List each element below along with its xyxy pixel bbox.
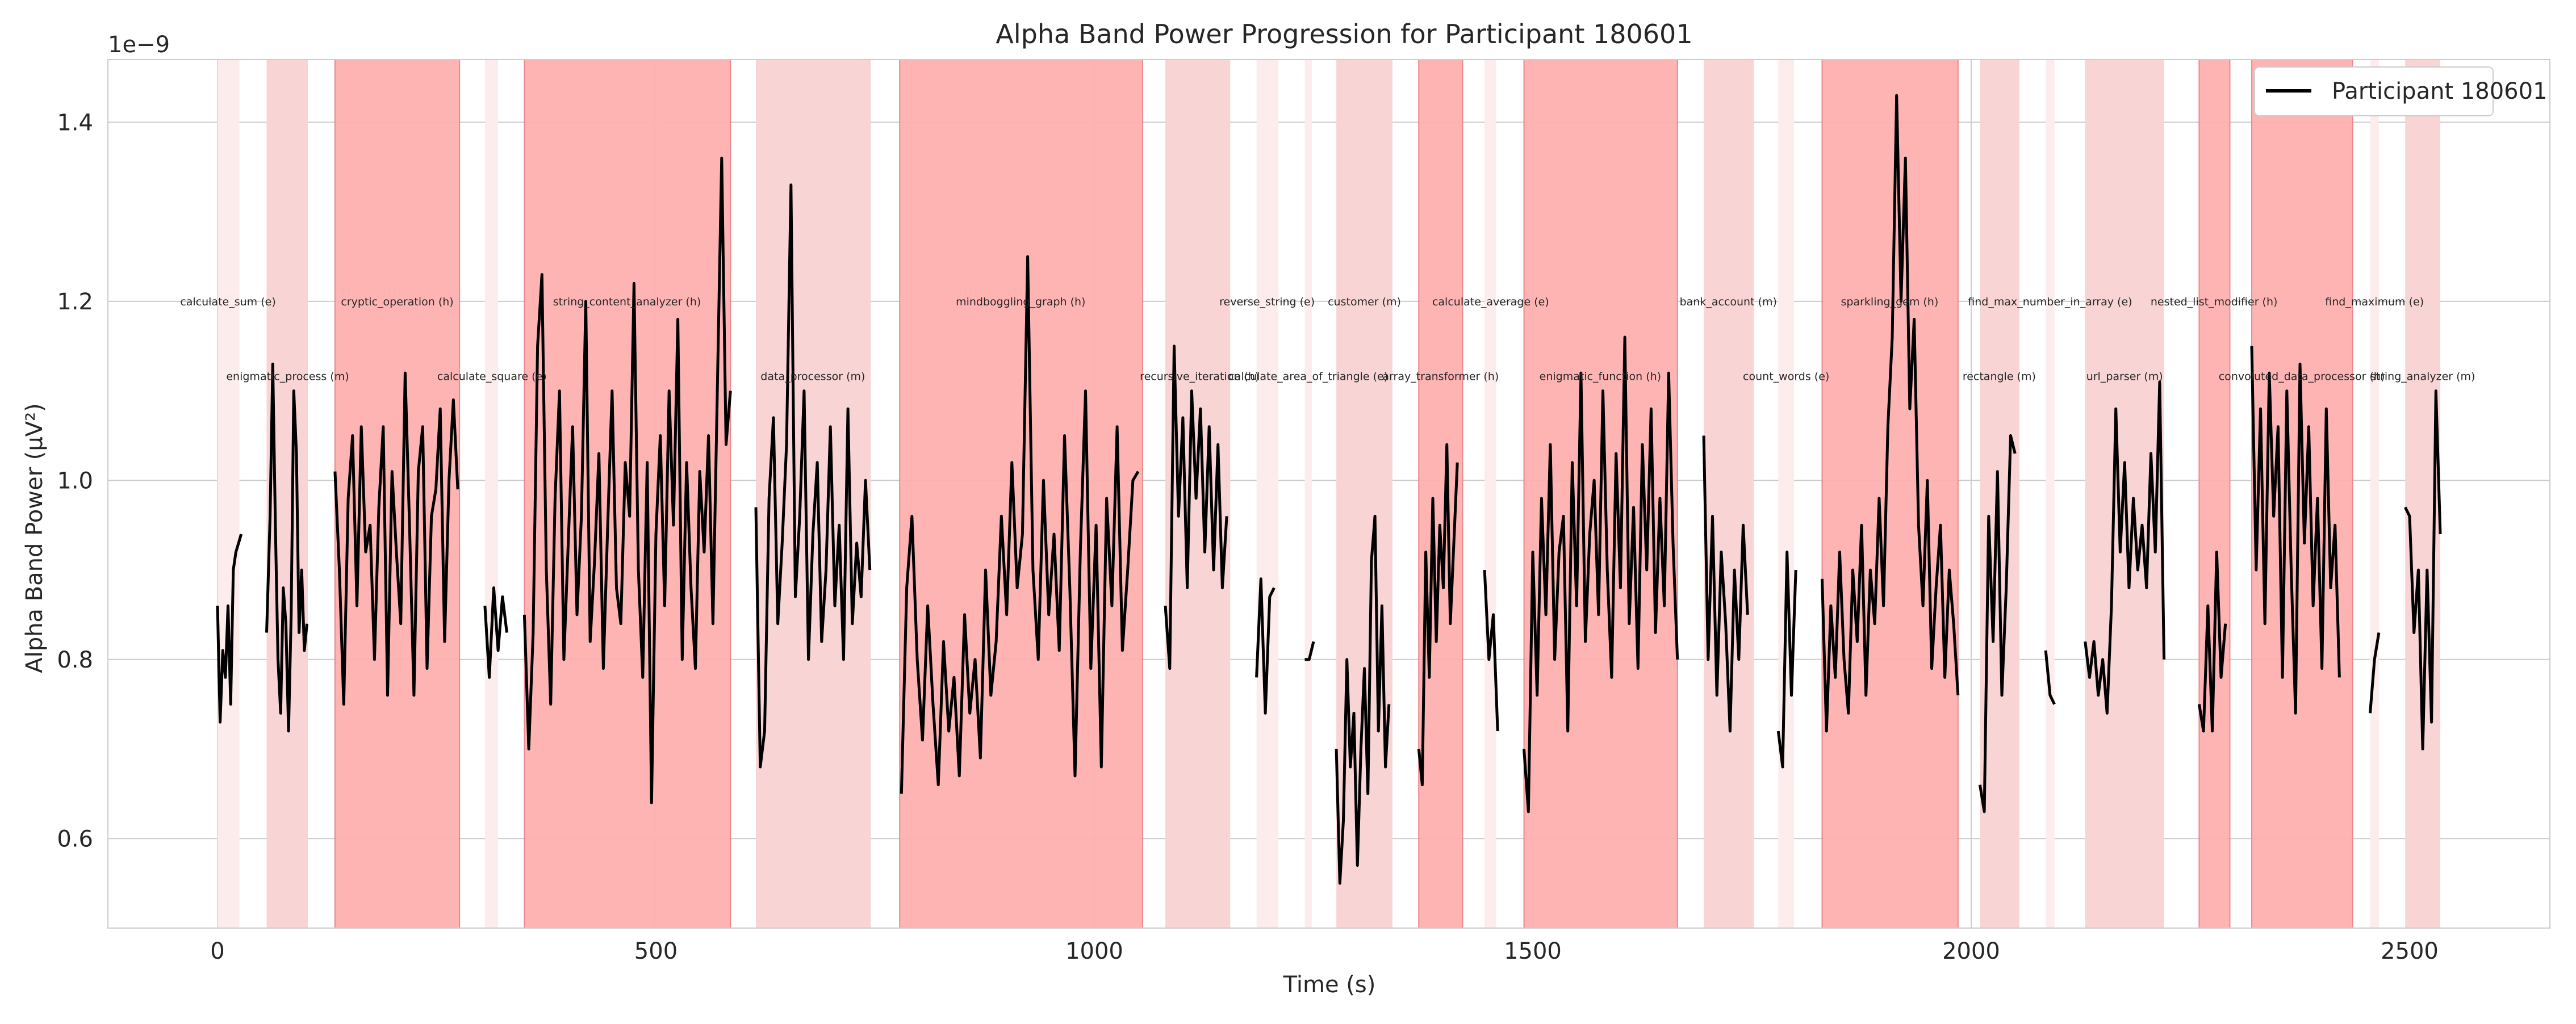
task-region-e: [217, 60, 240, 928]
chart-title: Alpha Band Power Progression for Partici…: [996, 19, 1692, 49]
series-line-segment: [1821, 94, 1960, 733]
task-annotation-label: mindboggling_graph (h): [956, 296, 1085, 308]
task-annotation-label: string_content_analyzer (h): [553, 296, 701, 308]
task-annotation-label: count_words (e): [1743, 371, 1829, 383]
series-line-segment: [522, 157, 732, 804]
y-axis-label: Alpha Band Power (µV²): [22, 403, 48, 673]
task-annotation-label: calculate_area_of_triangle (e): [1228, 371, 1388, 383]
task-annotation-label: enigmatic_process (m): [226, 371, 349, 383]
task-annotation-label: sparkling_gem (h): [1841, 296, 1939, 308]
task-annotation-label: nested_list_modifier (h): [2151, 296, 2278, 308]
y-axis-offset-label: 1e−9: [108, 32, 170, 58]
task-region-m: [1980, 60, 2019, 928]
series-line-segment: [265, 362, 308, 733]
task-annotation-label: recursive_iteration (h): [1140, 371, 1259, 383]
x-tick-label: 500: [634, 938, 678, 964]
task-region-e: [1484, 60, 1496, 928]
series-line-segment: [1417, 443, 1459, 787]
x-tick-label: 2500: [2381, 938, 2439, 964]
series-line-segment: [1335, 514, 1391, 885]
task-region-e: [2370, 60, 2379, 928]
task-region-e: [2046, 60, 2055, 928]
series-line-segment: [333, 371, 459, 706]
task-annotation-label: reverse_string (e): [1219, 296, 1315, 308]
task-region-h: [334, 59, 461, 929]
x-axis-label: Time (s): [1283, 972, 1376, 998]
x-tick-label: 2000: [1942, 938, 2000, 964]
task-region-h: [2198, 59, 2231, 929]
legend: Participant 180601: [2254, 66, 2548, 116]
series-line-segment: [483, 586, 508, 679]
task-region-h: [1821, 59, 1959, 929]
task-annotation-label: string_analyzer (m): [2370, 371, 2475, 383]
task-annotation-label: bank_account (m): [1680, 296, 1777, 308]
y-tick-label: 1.0: [57, 468, 93, 494]
series-line-segment: [1304, 641, 1315, 661]
series-line-segment: [2403, 389, 2442, 750]
series-line-segment: [216, 534, 243, 724]
series-line-segment: [2084, 380, 2166, 715]
series-line-segment: [2250, 346, 2341, 715]
task-annotation-label: calculate_square (e): [437, 371, 547, 383]
task-region-m: [1336, 60, 1392, 928]
series-line-segment: [900, 255, 1140, 794]
task-region-m: [756, 60, 871, 928]
series-line-segment: [1164, 345, 1228, 670]
legend-label: Participant 180601: [2332, 78, 2548, 104]
y-tick-label: 1.4: [57, 110, 93, 136]
series-line-segment: [2197, 551, 2227, 733]
y-tick-label: 0.6: [57, 826, 93, 852]
task-region-m: [1704, 60, 1754, 928]
plot-area: [108, 60, 2550, 928]
task-annotation-label: enigmatic_function (h): [1540, 371, 1661, 383]
task-region-e: [1304, 60, 1312, 928]
task-annotation-label: find_max_number_in_array (e): [1968, 296, 2132, 308]
x-tick-label: 1000: [1065, 938, 1123, 964]
task-region-e: [1256, 60, 1279, 928]
series-line-segment: [1978, 434, 2017, 813]
series-line-segment: [1776, 551, 1797, 769]
task-annotation-label: url_parser (m): [2086, 371, 2163, 383]
y-tick-label: 0.8: [57, 647, 93, 673]
task-annotation-label: calculate_sum (e): [180, 296, 275, 308]
y-tick-label: 1.2: [57, 289, 93, 315]
series-line-segment: [1255, 577, 1276, 715]
legend-box: [2254, 66, 2494, 116]
task-annotation-label: customer (m): [1328, 296, 1401, 308]
x-tick-label: 0: [210, 938, 224, 964]
task-annotation-label: find_maximum (e): [2325, 296, 2424, 308]
task-annotation-label: calculate_average (e): [1432, 296, 1549, 308]
task-annotation-label: data_processor (m): [760, 371, 865, 383]
series-line-segment: [1523, 335, 1679, 813]
task-region-h: [899, 59, 1143, 929]
series-line-segment: [2044, 650, 2056, 705]
task-annotation-label: cryptic_operation (h): [341, 296, 453, 308]
x-tick-label: 1500: [1504, 938, 1562, 964]
task-annotation-label: rectangle (m): [1963, 371, 2036, 383]
task-annotation-label: array_transformer (h): [1382, 371, 1499, 383]
task-region-e: [1778, 60, 1795, 928]
series-line-segment: [1702, 435, 1749, 733]
series-line-segment: [2369, 632, 2381, 714]
plot-frame: [107, 59, 2550, 929]
series-line-segment: [1483, 569, 1499, 732]
task-region-m: [266, 60, 308, 928]
task-region-e: [484, 60, 499, 928]
task-annotation-label: convoluted_data_processor (h): [2219, 371, 2385, 383]
series-line-segment: [754, 183, 872, 769]
